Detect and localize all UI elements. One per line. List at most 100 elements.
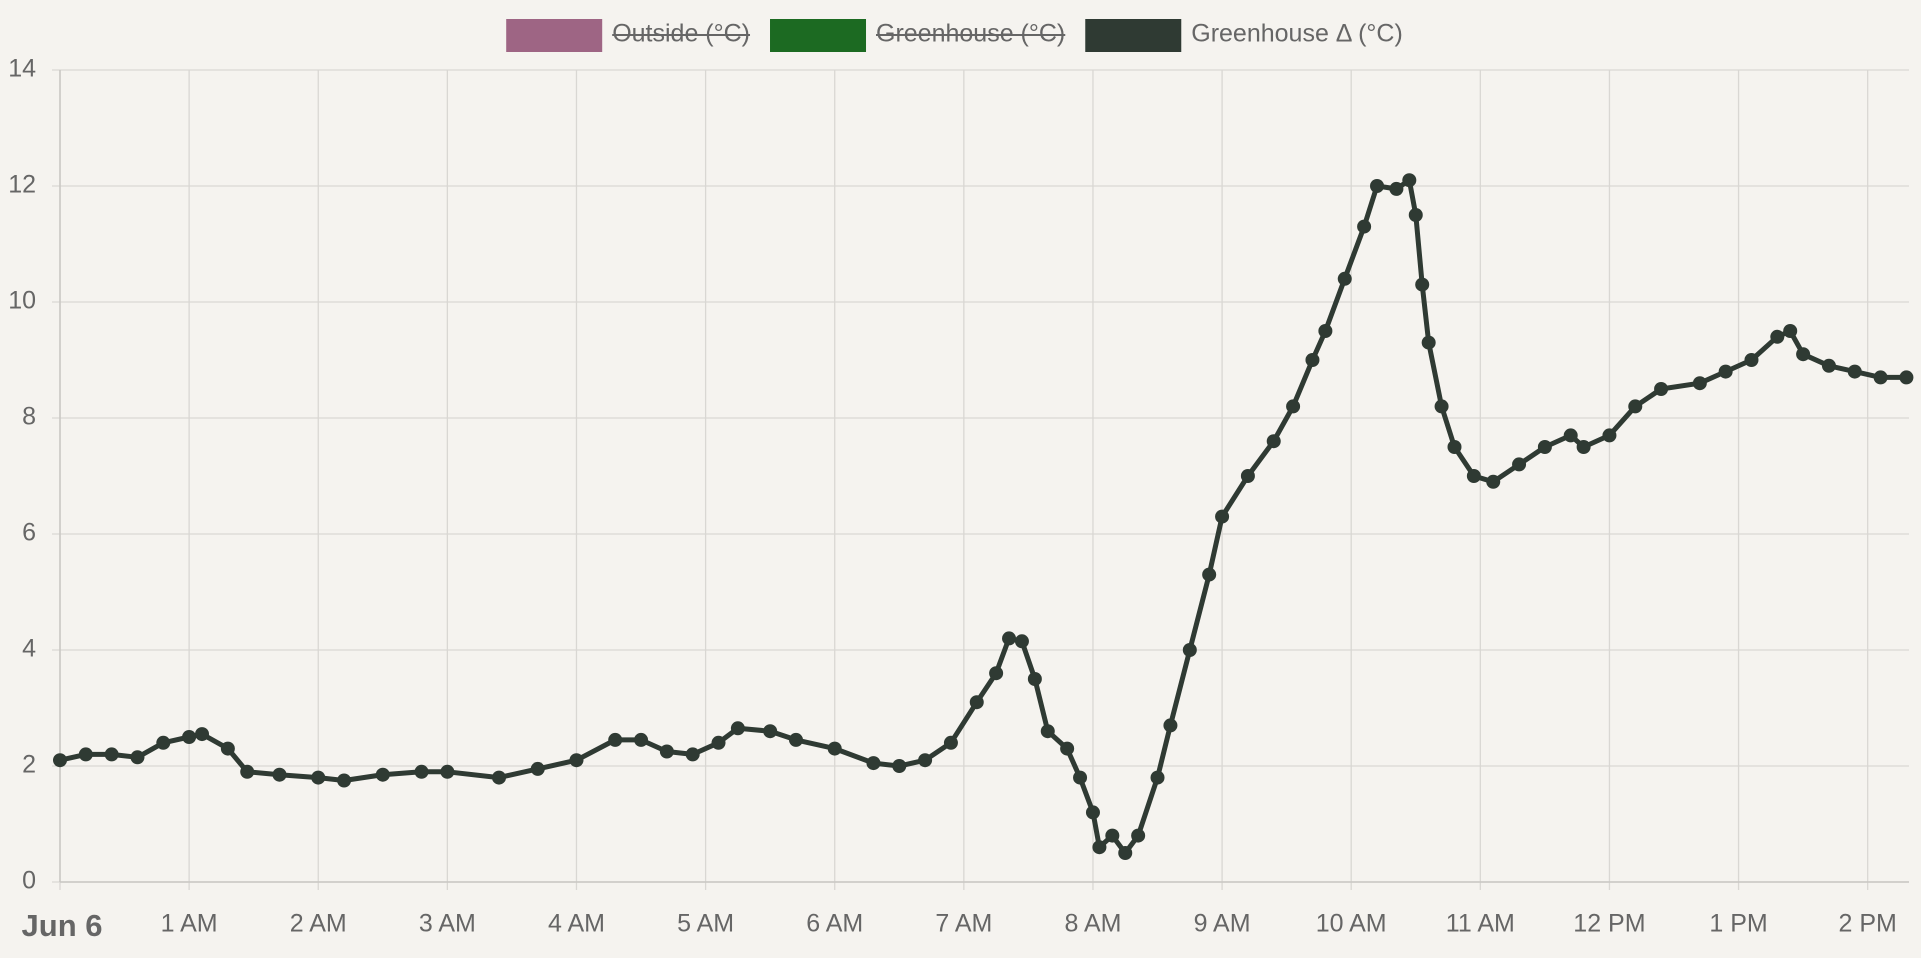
data-point <box>1027 672 1042 686</box>
data-point <box>1305 353 1320 367</box>
x-tick-label: 5 AM <box>677 910 734 938</box>
data-point <box>1402 173 1417 188</box>
x-tick-label: 1 PM <box>1709 910 1767 938</box>
data-point <box>1770 329 1785 344</box>
data-point <box>1447 440 1462 454</box>
data-point <box>1389 181 1404 196</box>
data-point <box>1692 376 1707 391</box>
data-point <box>892 759 907 773</box>
data-point <box>1821 358 1836 373</box>
data-point <box>1131 828 1146 843</box>
data-point <box>608 732 623 747</box>
y-tick-label: 0 <box>22 867 36 895</box>
data-point <box>1215 509 1230 524</box>
data-point <box>1357 219 1372 234</box>
x-tick-label: 8 AM <box>1064 910 1121 938</box>
legend: Outside (°C) Greenhouse (°C) Greenhouse Δ … <box>506 19 1403 52</box>
data-point <box>1060 741 1075 756</box>
x-tick-label: 2 PM <box>1839 910 1897 938</box>
data-point <box>1240 469 1255 483</box>
y-tick-label: 8 <box>22 403 36 431</box>
data-point <box>337 773 352 788</box>
data-point <box>1163 718 1178 733</box>
data-point <box>1512 457 1527 472</box>
data-point <box>530 761 545 776</box>
legend-label[interactable]: Greenhouse Δ (°C) <box>1191 20 1403 48</box>
data-point <box>1576 440 1591 454</box>
data-point <box>1266 434 1281 449</box>
data-point <box>1318 324 1333 338</box>
data-point <box>1434 399 1449 414</box>
x-tick-label: 10 AM <box>1316 910 1387 938</box>
data-point <box>156 735 171 750</box>
data-point <box>375 767 390 782</box>
data-point <box>659 744 674 759</box>
data-point <box>1466 469 1481 483</box>
y-tick-label: 14 <box>8 55 36 83</box>
data-point <box>78 747 93 762</box>
data-point <box>240 764 255 779</box>
y-tick-label: 10 <box>8 287 36 315</box>
y-tick-label: 2 <box>22 751 36 779</box>
data-point <box>1073 770 1088 785</box>
data-point <box>414 764 429 779</box>
data-point <box>195 727 210 742</box>
data-point <box>1847 364 1862 379</box>
data-point <box>827 741 842 756</box>
data-point <box>1408 208 1423 222</box>
data-point <box>1537 440 1552 454</box>
x-tick-label: 3 AM <box>419 910 476 938</box>
data-point <box>1654 382 1669 396</box>
x-tick-label: 6 AM <box>806 910 863 938</box>
data-point <box>1092 840 1107 855</box>
data-point <box>1014 634 1029 649</box>
legend-swatch <box>770 19 867 52</box>
data-point <box>1085 805 1100 820</box>
x-tick-label: 11 AM <box>1446 910 1515 938</box>
legend-label[interactable]: Greenhouse (°C) <box>876 20 1065 48</box>
x-tick-label: 9 AM <box>1194 910 1251 938</box>
data-point <box>763 724 778 739</box>
x-tick-label: 1 AM <box>161 910 218 938</box>
data-point <box>1602 428 1617 443</box>
data-point <box>130 750 145 765</box>
data-point <box>943 735 958 750</box>
data-point <box>220 741 235 756</box>
data-point <box>1783 324 1798 338</box>
data-point <box>440 764 455 779</box>
y-tick-label: 6 <box>22 519 36 547</box>
x-tick-label: 12 PM <box>1573 910 1645 938</box>
legend-label[interactable]: Outside (°C) <box>612 20 750 48</box>
data-point <box>1563 428 1578 443</box>
data-point <box>1002 631 1017 646</box>
data-point <box>311 770 326 785</box>
legend-swatch <box>506 19 603 52</box>
y-tick-label: 12 <box>8 171 36 199</box>
x-tick-label: Jun 6 <box>22 908 103 943</box>
data-point <box>1286 399 1301 414</box>
x-tick-label: 4 AM <box>548 910 605 938</box>
data-point <box>730 721 745 736</box>
data-point <box>569 753 584 768</box>
data-point <box>685 747 700 762</box>
data-point <box>1718 364 1733 379</box>
data-point <box>1415 277 1430 292</box>
data-point <box>1744 353 1759 367</box>
data-point <box>272 767 287 782</box>
x-tick-label: 7 AM <box>935 910 992 938</box>
data-point <box>1105 828 1120 843</box>
data-point <box>1040 724 1055 739</box>
data-point <box>1202 567 1217 582</box>
data-point <box>788 732 803 747</box>
data-point <box>634 732 649 747</box>
data-point <box>1421 335 1436 350</box>
data-point <box>104 747 119 762</box>
legend-swatch <box>1085 19 1182 52</box>
x-tick-label: 2 AM <box>290 910 347 938</box>
data-point <box>1150 770 1165 785</box>
data-point <box>1337 271 1352 286</box>
data-point <box>182 730 197 744</box>
data-point <box>989 666 1004 681</box>
